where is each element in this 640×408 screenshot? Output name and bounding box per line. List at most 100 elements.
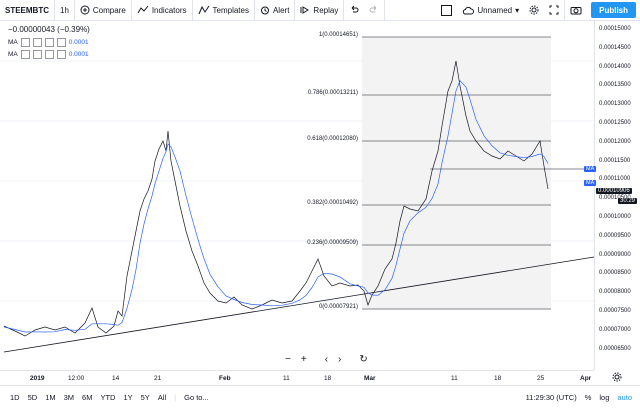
redo-button[interactable] — [364, 0, 386, 20]
time-tick-label: 11 — [283, 375, 290, 382]
moving-average-series — [3, 80, 549, 333]
fib-level-lines — [362, 36, 551, 310]
gear-icon — [612, 372, 622, 382]
undo-button[interactable] — [344, 0, 364, 20]
ma1-more-icon[interactable] — [56, 38, 66, 47]
price-tick-label: 0.00010000 — [599, 214, 631, 220]
axis-settings-button[interactable] — [612, 372, 622, 384]
time-tick-label: 25 — [537, 375, 545, 382]
ma2-label: MA — [8, 51, 18, 58]
percent-toggle[interactable]: % — [584, 392, 592, 402]
log-toggle[interactable]: log — [599, 392, 610, 402]
clock-time[interactable]: 11:29:30 (UTC) — [525, 392, 577, 402]
alert-label: Alert — [272, 5, 290, 15]
ma2-more-icon[interactable] — [56, 50, 66, 59]
price-tick-label: 0.00014500 — [599, 44, 631, 51]
ma1-visibility-icon[interactable] — [20, 38, 30, 47]
time-tick-label: Mar — [364, 375, 376, 382]
templates-icon — [198, 5, 209, 15]
templates-button[interactable]: Templates — [193, 0, 255, 20]
zoom-in-button[interactable]: + — [300, 354, 307, 365]
scroll-forward-button[interactable]: › — [338, 354, 342, 365]
plus-circle-icon — [80, 5, 90, 15]
price-tick-label: 0.00012500 — [599, 120, 631, 126]
alert-button[interactable]: Alert — [255, 0, 296, 20]
reset-chart-button[interactable]: ↻ — [359, 354, 368, 365]
price-tick-label: 0.00009500 — [599, 232, 631, 239]
indicators-label: Indicators — [151, 5, 187, 15]
layout-square-icon — [441, 4, 453, 16]
replay-button[interactable]: Replay — [295, 0, 345, 20]
fib-level-label: 0.382(0.00010492) — [307, 200, 358, 206]
range-button-3m[interactable]: 3M — [63, 392, 75, 402]
layout-name: Unnamed — [477, 5, 513, 15]
gear-icon — [529, 5, 539, 15]
countdown-badge: 30:29 — [618, 198, 638, 204]
range-divider: | — [174, 392, 177, 402]
date-range-buttons: 1D 5D 1M 3M 6M YTD 1Y 5Y All — [0, 393, 170, 402]
price-tick-label: 0.00010500 — [599, 195, 631, 202]
range-button-1y[interactable]: 1Y — [123, 392, 133, 402]
publish-button[interactable]: Publish — [591, 2, 636, 18]
replay-label: Replay — [313, 5, 339, 15]
compare-button[interactable]: Compare — [75, 0, 132, 20]
ma1-settings-icon[interactable] — [32, 38, 42, 47]
compare-label: Compare — [92, 5, 126, 15]
range-button-1d[interactable]: 1D — [10, 392, 20, 402]
symbol-search[interactable]: STEEMBTC — [0, 0, 55, 20]
interval-label: 1h — [60, 5, 69, 15]
ma2-legend[interactable]: MA 0.0001 — [8, 50, 89, 59]
indicators-button[interactable]: Indicators — [132, 0, 193, 20]
ma1-legend[interactable]: MA 0.0001 — [8, 38, 89, 47]
chart-nav-controls: − + ‹ › ↻ — [285, 354, 368, 365]
price-tick-label: 0.00008000 — [599, 289, 631, 296]
price-axis[interactable]: 0.00015000 0.00014500 0.00014000 0.00013500… — [594, 21, 640, 370]
price-tick-label: 0.00012000 — [599, 138, 631, 145]
price-tick-label: 0.00015000 — [599, 26, 631, 32]
goto-button[interactable]: Go to... — [184, 392, 209, 402]
fullscreen-button[interactable] — [544, 0, 566, 20]
layout-selector[interactable] — [436, 0, 457, 20]
price-tick-label: 0.00008500 — [599, 270, 631, 277]
range-button-6m[interactable]: 6M — [82, 392, 93, 402]
time-tick-label: 11 — [451, 375, 458, 382]
interval-button[interactable]: 1h — [55, 0, 75, 20]
trend-line[interactable] — [3, 256, 594, 353]
ma2-visibility-icon[interactable] — [20, 50, 30, 59]
time-axis[interactable]: 2019 12:00 14 21 Feb 11 18 Mar 11 18 25 Apr — [0, 370, 594, 385]
ma2-settings-icon[interactable] — [32, 50, 42, 59]
settings-button[interactable] — [524, 0, 544, 20]
price-tick-label: 0.00007500 — [599, 308, 631, 314]
redo-icon — [369, 5, 377, 13]
price-tick-label: 0.00014000 — [599, 63, 631, 70]
range-button-5y[interactable]: 5Y — [140, 392, 150, 402]
layout-name-button[interactable]: Unnamed ▾ — [457, 0, 524, 20]
alarm-clock-icon — [260, 6, 269, 15]
time-tick-label: 18 — [324, 375, 332, 382]
range-button-5d[interactable]: 5D — [27, 392, 38, 402]
chevron-down-icon: ▾ — [515, 5, 520, 15]
price-chart[interactable] — [0, 21, 594, 370]
replay-icon — [300, 6, 310, 14]
ma-badge-b: MA — [584, 180, 597, 186]
range-button-1m[interactable]: 1M — [45, 392, 56, 402]
snapshot-button[interactable] — [565, 0, 587, 20]
ma2-remove-icon[interactable] — [44, 50, 54, 59]
price-tick-label: 0.00011000 — [599, 176, 631, 183]
ma1-remove-icon[interactable] — [44, 38, 54, 47]
range-button-ytd[interactable]: YTD — [100, 392, 116, 402]
camera-icon — [570, 7, 582, 15]
scroll-back-button[interactable]: ‹ — [324, 354, 329, 365]
auto-toggle[interactable]: auto — [617, 392, 632, 402]
ma2-value: 0.0001 — [68, 51, 89, 58]
fib-level-label: 1(0.00014651) — [318, 32, 358, 38]
range-button-all[interactable]: All — [157, 392, 167, 402]
fib-retracement-area[interactable] — [362, 37, 551, 309]
price-tick-label: 0.00013000 — [599, 101, 631, 108]
time-tick-label: 21 — [154, 375, 162, 382]
time-tick-label: 12:00 — [68, 375, 85, 382]
price-tick-label: 0.00006500 — [599, 345, 631, 352]
templates-label: Templates — [212, 5, 249, 15]
fib-level-label: 0(0.00007921) — [318, 304, 358, 310]
zoom-out-button[interactable]: − — [285, 354, 291, 365]
